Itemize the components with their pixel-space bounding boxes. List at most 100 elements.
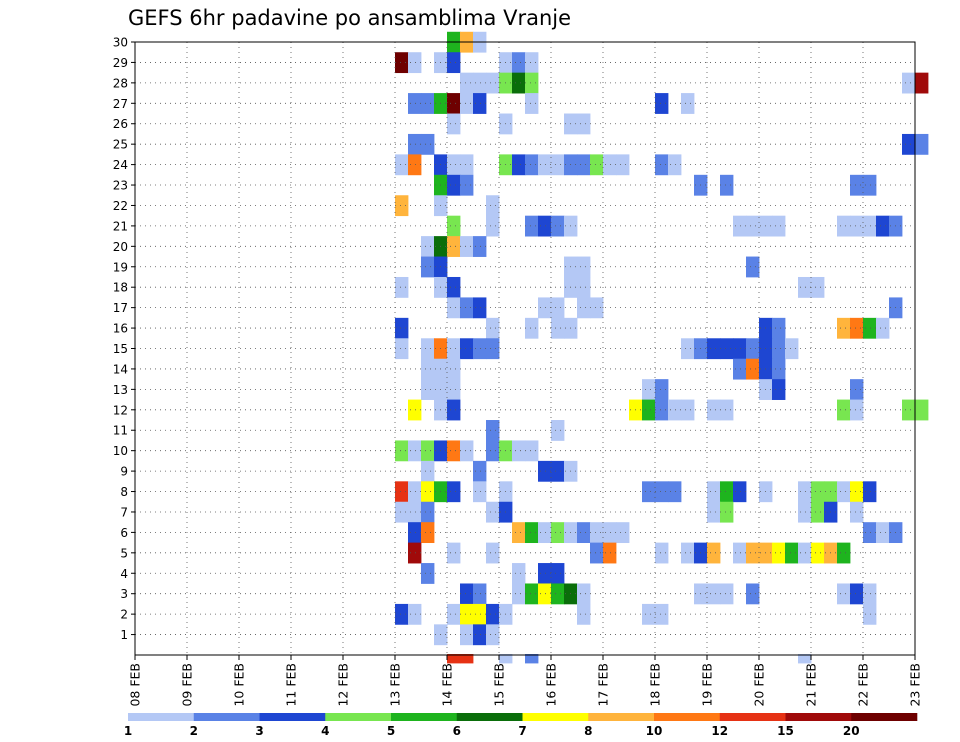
heatmap-cell <box>577 256 591 278</box>
x-tick-label: 16 FEB <box>544 663 559 707</box>
heatmap-cell <box>460 603 474 625</box>
heatmap-cell <box>681 93 695 114</box>
heatmap-cell <box>421 460 435 482</box>
heatmap-cell <box>447 215 461 237</box>
colorbar-swatch <box>588 713 655 721</box>
heatmap-cell <box>460 297 474 319</box>
heatmap-cell <box>395 603 409 625</box>
heatmap-cell <box>603 154 617 176</box>
heatmap-cell <box>421 522 435 544</box>
colorbar-swatch <box>128 713 195 721</box>
heatmap-cell <box>486 542 500 564</box>
heatmap-cell <box>512 52 526 74</box>
heatmap-cell <box>525 52 539 74</box>
heatmap-cell <box>447 338 461 360</box>
heatmap-cell <box>863 174 877 196</box>
y-tick-label: 3 <box>120 587 128 601</box>
heatmap-cell <box>863 317 877 339</box>
heatmap-cell <box>785 542 799 564</box>
heatmap-cell <box>473 481 487 503</box>
colorbar-label: 10 <box>646 724 663 738</box>
heatmap-cell <box>837 481 851 503</box>
heatmap-cell <box>486 317 500 339</box>
heatmap-cell <box>447 154 461 176</box>
colorbar-label: 20 <box>843 724 860 738</box>
heatmap-cell <box>421 481 435 503</box>
heatmap-cell <box>837 317 851 339</box>
y-tick-label: 1 <box>120 628 128 642</box>
heatmap-cell <box>395 52 409 74</box>
heatmap-cell <box>590 297 604 319</box>
heatmap-cell <box>720 501 734 523</box>
chart-title: GEFS 6hr padavine po ansamblima Vranje <box>128 6 572 30</box>
x-tick-labels: 08 FEB 09 FEB 10 FEB 11 FEB 12 FEB 13 FEB 14 F… <box>128 663 923 707</box>
colorbar-label: 6 <box>453 724 461 738</box>
heatmap-cell <box>863 522 877 544</box>
heatmap-cell <box>837 542 851 564</box>
y-tick-label: 10 <box>113 444 128 458</box>
heatmap-cell <box>538 583 552 605</box>
heatmap-cell <box>421 379 435 400</box>
heatmap-cell <box>551 583 565 605</box>
heatmap-cell <box>395 501 409 523</box>
heatmap-cell <box>408 93 422 114</box>
heatmap-cell <box>421 93 435 114</box>
heatmap-cell <box>642 399 656 421</box>
x-tick-label: 11 FEB <box>284 663 299 707</box>
heatmap-cell <box>551 317 565 339</box>
y-tick-label: 14 <box>113 362 128 376</box>
heatmap-cell <box>850 399 864 421</box>
heatmap-cell <box>512 440 526 462</box>
heatmap-cell <box>772 338 786 360</box>
heatmap-cell <box>720 338 734 360</box>
colorbar-label: 7 <box>518 724 526 738</box>
x-tick-label: 20 FEB <box>752 663 767 707</box>
ticks-layer <box>131 41 916 660</box>
heatmap-cell <box>525 93 539 114</box>
heatmap-cell <box>915 399 929 421</box>
heatmap-cell <box>772 379 786 400</box>
heatmap-cell <box>746 215 760 237</box>
x-tick-label: 23 FEB <box>908 663 923 707</box>
heatmap-cell <box>525 522 539 544</box>
heatmap-cell <box>603 522 617 544</box>
heatmap-cell <box>850 583 864 605</box>
heatmap-cell <box>577 154 591 176</box>
heatmap-cell <box>681 338 695 360</box>
grid-layer <box>135 42 915 655</box>
heatmap-cell <box>902 72 916 94</box>
heatmap-cell <box>746 583 760 605</box>
y-tick-label: 18 <box>113 281 128 295</box>
heatmap-cell <box>707 542 721 564</box>
heatmap-cell <box>798 501 812 523</box>
y-tick-label: 29 <box>113 56 128 70</box>
heatmap-cell <box>590 154 604 176</box>
heatmap-cell <box>473 583 487 605</box>
heatmap-cell <box>395 154 409 176</box>
heatmap-cell <box>707 583 721 605</box>
heatmap-cell <box>525 583 539 605</box>
heatmap-cell <box>447 542 461 564</box>
y-tick-labels: 1234567891011121314151617181920212223242… <box>113 36 128 643</box>
x-tick-label: 08 FEB <box>128 663 143 707</box>
heatmap-cell <box>525 215 539 237</box>
heatmap-cell <box>707 338 721 360</box>
heatmap-cell <box>408 481 422 503</box>
heatmap-cell <box>590 522 604 544</box>
heatmap-cell <box>720 399 734 421</box>
y-tick-label: 2 <box>120 608 128 622</box>
y-tick-label: 13 <box>113 383 128 397</box>
colorbar: 1 2 3 4 5 6 7 8 10 12 15 20 <box>124 713 918 738</box>
y-tick-label: 26 <box>113 117 128 131</box>
heatmap-cell <box>486 603 500 625</box>
colorbar-swatch <box>193 713 260 721</box>
heatmap-cell <box>486 501 500 523</box>
heatmap-cell <box>447 113 461 135</box>
heatmap-cell <box>915 133 929 155</box>
heatmap-cell <box>421 236 435 257</box>
heatmap-cell <box>447 276 461 298</box>
heatmap-cell <box>707 399 721 421</box>
heatmap-cell <box>902 133 916 155</box>
heatmap-cell <box>395 276 409 298</box>
heatmap-cell <box>408 399 422 421</box>
